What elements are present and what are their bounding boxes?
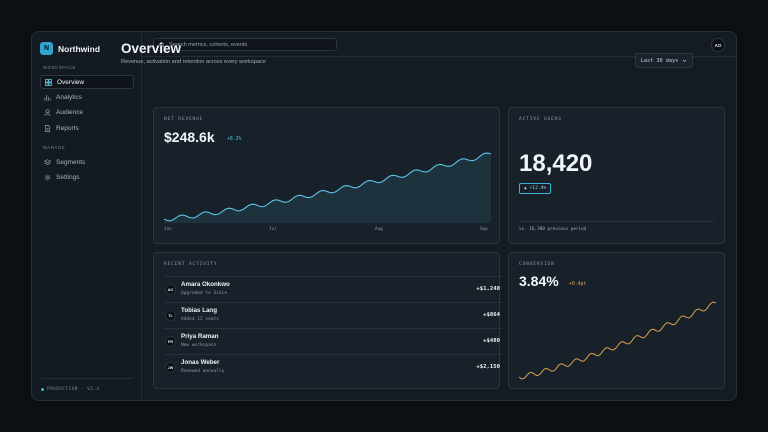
x-tick: Sep bbox=[480, 227, 488, 232]
sidebar-item-label: Settings bbox=[56, 173, 80, 181]
row-name: Priya Raman bbox=[181, 333, 219, 340]
net-revenue-card: NET REVENUE $248.6k +8.2% Jun Jul Aug Se… bbox=[153, 107, 500, 244]
list-item[interactable]: TL Tobias Lang Added 12 seats +$864 bbox=[164, 302, 502, 328]
chevron-down-icon bbox=[682, 58, 687, 63]
sidebar-item-label: Analytics bbox=[56, 93, 83, 101]
topbar: AO bbox=[142, 32, 736, 57]
status-dot bbox=[41, 388, 44, 391]
bar-chart-icon bbox=[44, 94, 51, 101]
row-desc: New workspace bbox=[181, 343, 217, 348]
status-badge: ▲ +12.4% bbox=[519, 183, 552, 194]
search-icon bbox=[159, 41, 165, 48]
row-desc: Renewed annually bbox=[181, 369, 225, 374]
sidebar: N Northwind WORKSPACE Overview Analytics… bbox=[32, 32, 142, 400]
avatar: TL bbox=[165, 310, 176, 321]
avatar: PR bbox=[165, 336, 176, 347]
card-label: ACTIVE USERS bbox=[519, 117, 562, 122]
active-users-card: ACTIVE USERS 18,420 ▲ +12.4% vs. 16,380 … bbox=[508, 107, 725, 244]
nav-section-workspace: WORKSPACE bbox=[43, 65, 77, 70]
avatar[interactable]: AO bbox=[711, 38, 725, 52]
x-tick: Jul bbox=[269, 227, 277, 232]
card-label: RECENT ACTIVITY bbox=[164, 262, 218, 267]
avatar: AO bbox=[165, 284, 176, 295]
row-amount: +$480 bbox=[483, 338, 500, 344]
page-subtitle: Revenue, activation and retention across… bbox=[121, 59, 266, 65]
sidebar-item-reports[interactable]: Reports bbox=[40, 121, 134, 135]
recent-activity-card: RECENT ACTIVITY AO Amara Okonkwo Upgrade… bbox=[153, 252, 502, 389]
row-name: Jonas Weber bbox=[181, 359, 220, 366]
sidebar-item-segments[interactable]: Segments bbox=[40, 155, 134, 169]
x-tick: Jun bbox=[164, 227, 172, 232]
sidebar-item-label: Audience bbox=[56, 108, 84, 116]
revenue-chart bbox=[164, 152, 491, 223]
logo: N bbox=[40, 42, 53, 55]
document-icon bbox=[44, 124, 51, 132]
grid-icon bbox=[45, 78, 52, 86]
conversion-delta: +0.4pt bbox=[569, 282, 587, 287]
conversion-chart bbox=[519, 301, 716, 380]
row-amount: +$2,150 bbox=[476, 364, 500, 370]
sidebar-item-settings[interactable]: Settings bbox=[40, 170, 134, 184]
avatar: JW bbox=[165, 362, 176, 373]
list-item[interactable]: PR Priya Raman New workspace +$480 bbox=[164, 328, 502, 354]
row-desc: Upgraded to Scale bbox=[181, 291, 228, 296]
search-box[interactable] bbox=[153, 38, 337, 51]
sidebar-item-label: Reports bbox=[56, 124, 79, 132]
brand-name: Northwind bbox=[58, 43, 101, 54]
environment-footer: PRODUCTION · V2.4 bbox=[41, 378, 133, 400]
conversion-value: 3.84% bbox=[519, 273, 559, 289]
sidebar-item-label: Segments bbox=[56, 158, 86, 166]
environment-label: PRODUCTION · V2.4 bbox=[47, 387, 100, 392]
row-name: Tobias Lang bbox=[181, 307, 217, 314]
active-users-value: 18,420 bbox=[519, 150, 593, 177]
net-revenue-value: $248.6k bbox=[164, 129, 215, 145]
user-icon bbox=[44, 108, 51, 116]
row-amount: +$864 bbox=[483, 312, 500, 318]
x-tick: Aug bbox=[375, 227, 383, 232]
sidebar-item-overview[interactable]: Overview bbox=[40, 75, 134, 89]
brand[interactable]: N Northwind bbox=[40, 42, 100, 55]
card-label: CONVERSION bbox=[519, 262, 555, 267]
net-revenue-delta: +8.2% bbox=[227, 137, 242, 142]
active-users-footnote: vs. 16,380 previous period bbox=[519, 227, 587, 232]
sidebar-item-label: Overview bbox=[57, 78, 85, 86]
gear-icon bbox=[44, 173, 51, 181]
sidebar-item-audience[interactable]: Audience bbox=[40, 105, 134, 119]
row-amount: +$1,240 bbox=[476, 286, 500, 292]
list-item[interactable]: AO Amara Okonkwo Upgraded to Scale +$1,2… bbox=[164, 276, 502, 302]
page-title: Overview bbox=[121, 41, 182, 56]
nav-section-manage: MANAGE bbox=[43, 145, 66, 150]
date-range-select[interactable]: Last 30 days bbox=[635, 53, 693, 68]
list-item[interactable]: JW Jonas Weber Renewed annually +$2,150 bbox=[164, 354, 502, 380]
divider bbox=[519, 221, 714, 222]
row-desc: Added 12 seats bbox=[181, 317, 219, 322]
sidebar-item-analytics[interactable]: Analytics bbox=[40, 90, 134, 104]
row-name: Amara Okonkwo bbox=[181, 281, 230, 288]
date-range-label: Last 30 days bbox=[640, 57, 679, 64]
search-input[interactable] bbox=[169, 41, 329, 48]
layers-icon bbox=[44, 158, 51, 166]
card-label: NET REVENUE bbox=[164, 117, 204, 122]
conversion-card: CONVERSION 3.84% +0.4pt bbox=[508, 252, 725, 389]
